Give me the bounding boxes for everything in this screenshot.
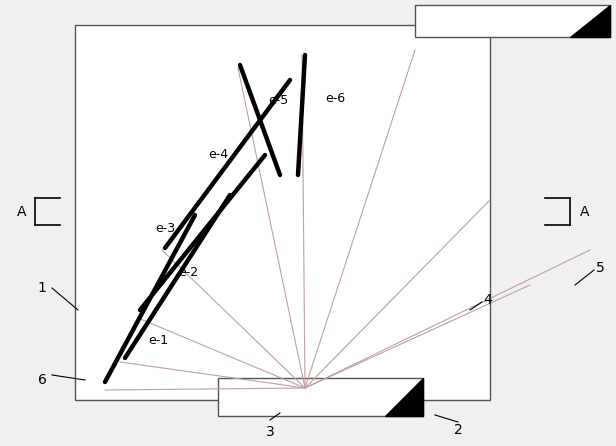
Text: 1: 1: [38, 281, 46, 295]
Text: 4: 4: [484, 293, 492, 307]
Text: e-4: e-4: [208, 149, 228, 161]
Bar: [218, 378, 423, 416]
Text: 3: 3: [265, 425, 274, 439]
Text: e-1: e-1: [148, 334, 168, 347]
Text: A: A: [17, 205, 26, 219]
Polygon shape: [570, 5, 610, 37]
Text: e-3: e-3: [155, 222, 175, 235]
Text: 2: 2: [453, 423, 463, 437]
Text: 6: 6: [38, 373, 46, 387]
Text: e-5: e-5: [268, 94, 288, 107]
Text: 5: 5: [596, 261, 604, 275]
Text: A: A: [580, 205, 590, 219]
Bar: [75, 25, 490, 400]
Polygon shape: [385, 378, 423, 416]
Text: e-6: e-6: [325, 91, 345, 104]
Text: e-2: e-2: [178, 265, 198, 278]
Bar: [415, 5, 610, 37]
